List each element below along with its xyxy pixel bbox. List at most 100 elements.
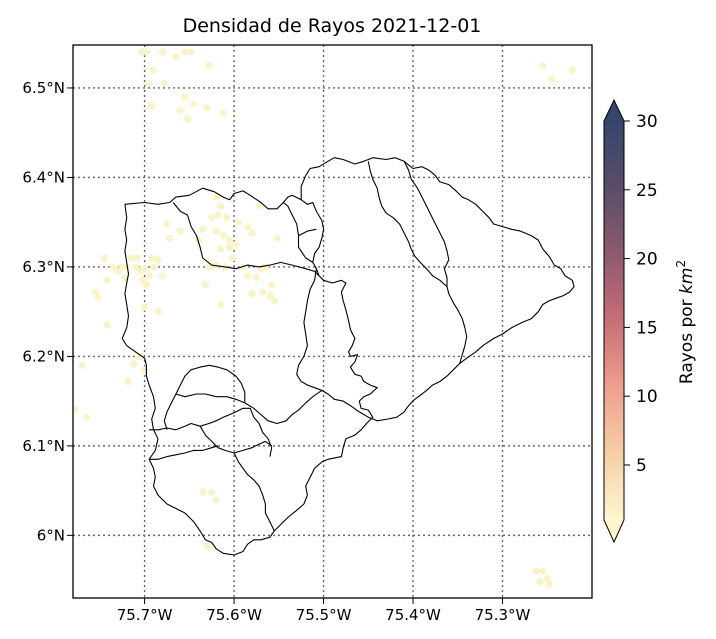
- colorbar-extend-max: [604, 100, 624, 121]
- lightning-strike-point: [270, 297, 278, 305]
- lightning-strike-point: [208, 214, 216, 222]
- lightning-strike-point: [212, 261, 220, 269]
- y-tick-label: 6.1°N: [22, 437, 65, 455]
- lightning-strike-point: [217, 202, 225, 210]
- lightning-strike-point: [219, 109, 227, 117]
- plot-frame: [72, 44, 593, 599]
- y-axis-ticks: 6°N 6.1°N 6.2°N 6.3°N 6.4°N 6.5°N: [22, 79, 73, 544]
- lightning-strike-point: [136, 352, 144, 360]
- lightning-strike-point: [243, 272, 252, 280]
- lightning-strike-point: [130, 359, 138, 368]
- lightning-strike-point: [548, 75, 556, 83]
- municipality-boundary: [403, 161, 450, 287]
- lightning-strike-point: [114, 267, 122, 275]
- lightning-strike-point: [160, 79, 168, 88]
- municipality-boundary: [367, 161, 468, 364]
- lightning-strike-point: [124, 377, 133, 386]
- lightning-strike-point: [208, 488, 216, 497]
- lightning-strike-point: [145, 272, 153, 280]
- lightning-strike-point: [217, 245, 225, 253]
- lightning-strike-point: [140, 265, 149, 273]
- lightning-strike-point: [228, 254, 236, 262]
- municipality-boundary: [172, 202, 320, 277]
- lightning-strike-points: [73, 48, 576, 589]
- lightning-strike-point: [140, 303, 149, 311]
- municipality-boundary: [233, 452, 275, 532]
- y-tick-label: 6.3°N: [22, 258, 65, 276]
- lightning-strike-point: [109, 263, 117, 271]
- colorbar-tick-label: 25: [636, 181, 658, 201]
- lightning-strike-point: [158, 272, 167, 280]
- lightning-strike-point: [543, 574, 551, 582]
- colorbar-tick-label: 10: [636, 387, 658, 407]
- municipality-boundary: [149, 445, 219, 460]
- lightning-strike-point: [82, 413, 91, 421]
- lightning-strike-point: [214, 211, 222, 219]
- lightning-strike-point: [73, 406, 79, 414]
- lightning-strike-point: [103, 321, 111, 329]
- lightning-strike-point: [100, 254, 108, 262]
- lightning-strike-point: [166, 234, 174, 242]
- lightning-strike-point: [243, 223, 252, 231]
- lightning-strike-point: [203, 104, 211, 112]
- y-tick-label: 6.2°N: [22, 347, 65, 365]
- lightning-strike-point: [248, 290, 256, 298]
- lightning-strike-point: [148, 102, 156, 110]
- lightning-strike-point: [158, 48, 167, 56]
- lightning-strike-point: [232, 240, 240, 249]
- x-tick-label: 75.5°W: [296, 606, 352, 624]
- lightning-strike-point: [252, 274, 261, 282]
- municipality-boundary: [175, 364, 246, 403]
- x-tick-label: 75.3°W: [475, 606, 531, 624]
- municipality-boundary: [121, 187, 378, 556]
- colorbar: 5 10 15 20 25 30 Rayos por km2: [603, 98, 697, 544]
- lightning-strike-point: [145, 79, 153, 88]
- colorbar-label-exponent: 2: [674, 260, 688, 268]
- lightning-strike-point: [94, 293, 102, 301]
- lightning-strike-point: [118, 263, 126, 271]
- plot-background: [73, 45, 592, 598]
- graticule: [73, 45, 592, 598]
- lightning-strike-point: [212, 495, 220, 504]
- lightning-strike-point: [539, 567, 547, 575]
- colorbar-ticks: 5 10 15 20 25 30: [624, 112, 658, 476]
- lightning-strike-point: [142, 48, 150, 56]
- lightning-strike-point: [181, 93, 189, 101]
- lightning-strike-point: [121, 274, 129, 282]
- colorbar-label: Rayos por km2: [674, 260, 697, 384]
- lightning-strike-point: [234, 218, 243, 226]
- lightning-strike-point: [532, 567, 541, 575]
- lightning-strike-point: [225, 236, 234, 244]
- colorbar-extend-min: [604, 520, 624, 542]
- lightning-strike-point: [201, 281, 210, 289]
- lightning-strike-point: [190, 100, 198, 108]
- lightning-strike-point: [545, 580, 553, 589]
- lightning-strike-point: [219, 231, 227, 240]
- lightning-strike-point: [176, 227, 184, 235]
- lightning-strike-point: [203, 542, 211, 550]
- lightning-strike-point: [181, 48, 189, 56]
- lightning-strike-point: [259, 288, 267, 296]
- lightning-strike-point: [163, 220, 171, 228]
- colorbar-tick-label: 30: [636, 112, 658, 132]
- municipality-boundary: [282, 202, 314, 263]
- colorbar-tick-label: 20: [636, 250, 658, 270]
- colorbar-tick-label: 15: [636, 318, 658, 338]
- municipality-boundary: [298, 228, 317, 237]
- map-title: Densidad de Rayos 2021-12-01: [183, 15, 482, 37]
- y-tick-label: 6.5°N: [22, 79, 65, 97]
- municipality-boundary: [163, 393, 177, 430]
- lightning-strike-point: [149, 66, 158, 74]
- x-axis-ticks: 75.7°W 75.6°W 75.5°W 75.4°W 75.3°W: [117, 598, 531, 624]
- lightning-strike-point: [127, 254, 135, 262]
- lightning-strike-point: [140, 366, 149, 374]
- municipality-boundary: [296, 157, 575, 422]
- x-tick-label: 75.4°W: [385, 606, 441, 624]
- lightning-strike-point: [212, 193, 220, 201]
- colorbar-label-unit: km: [677, 268, 697, 294]
- lightning-strike-point: [148, 254, 156, 262]
- lightning-strike-point: [266, 291, 274, 300]
- lightning-strike-point: [91, 288, 99, 296]
- lightning-strike-point: [539, 61, 547, 70]
